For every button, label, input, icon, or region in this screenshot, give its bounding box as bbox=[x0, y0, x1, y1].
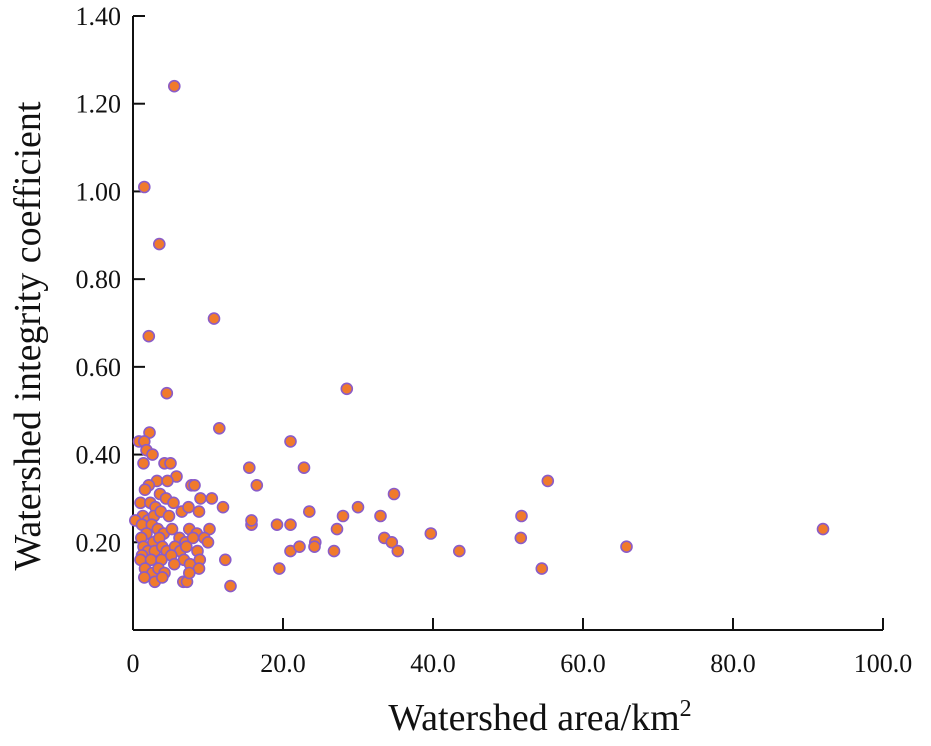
data-point bbox=[385, 535, 399, 549]
data-point bbox=[284, 435, 297, 448]
data-point bbox=[308, 540, 321, 554]
data-point bbox=[138, 483, 152, 497]
x-tick-label: 80.0 bbox=[710, 649, 756, 678]
x-tick-label: 0 bbox=[127, 649, 140, 678]
data-point bbox=[219, 553, 232, 567]
data-point bbox=[205, 492, 219, 505]
data-point bbox=[245, 514, 258, 527]
data-points bbox=[129, 79, 830, 593]
data-point bbox=[182, 500, 195, 514]
y-tick-label: 0.60 bbox=[76, 353, 122, 382]
data-point bbox=[146, 448, 159, 461]
data-point bbox=[452, 544, 466, 558]
data-point bbox=[201, 535, 215, 549]
data-point bbox=[297, 461, 311, 475]
x-tick-label: 20.0 bbox=[260, 649, 306, 678]
plot-area: 0 20.0 40.0 60.0 80.0 100.0 0.20 0.40 0.60 0.80 1… bbox=[76, 2, 913, 678]
data-point bbox=[162, 509, 176, 523]
data-point bbox=[327, 544, 341, 558]
data-point bbox=[302, 505, 316, 518]
data-point bbox=[541, 474, 555, 488]
data-point bbox=[153, 237, 166, 251]
data-point bbox=[330, 522, 344, 536]
data-point bbox=[168, 79, 181, 93]
data-point bbox=[156, 571, 169, 584]
data-point bbox=[137, 456, 150, 470]
data-point bbox=[216, 500, 230, 514]
data-point bbox=[374, 509, 387, 523]
data-point bbox=[207, 312, 221, 325]
x-tick-label: 100.0 bbox=[854, 649, 913, 678]
data-point bbox=[165, 522, 179, 536]
data-point bbox=[293, 540, 306, 554]
y-tick-label: 1.20 bbox=[76, 90, 122, 119]
y-axis-title: Watershed integrity coefficient bbox=[7, 101, 49, 570]
y-tick-label: 1.40 bbox=[76, 2, 122, 31]
y-tick-label: 0.40 bbox=[76, 441, 122, 470]
data-point bbox=[138, 180, 151, 194]
data-point bbox=[192, 505, 206, 518]
x-tick-label: 40.0 bbox=[410, 649, 456, 678]
data-point bbox=[180, 540, 193, 554]
data-point bbox=[391, 544, 405, 558]
data-point bbox=[816, 522, 830, 536]
data-point bbox=[387, 487, 401, 501]
data-point bbox=[164, 456, 177, 470]
data-point bbox=[243, 461, 256, 475]
data-point bbox=[183, 566, 196, 580]
y-tick-label: 0.20 bbox=[76, 528, 122, 557]
x-axis-title-text: Watershed area/km bbox=[388, 697, 679, 739]
data-point bbox=[620, 540, 633, 554]
x-axis-title: Watershed area/km2 bbox=[388, 696, 691, 739]
data-point bbox=[138, 571, 151, 584]
data-point bbox=[336, 509, 350, 523]
y-axis-ticks: 0.20 0.40 0.60 0.80 1.00 1.20 1.40 bbox=[76, 2, 145, 557]
data-point bbox=[142, 329, 156, 343]
data-point bbox=[250, 478, 264, 492]
data-point bbox=[514, 531, 528, 545]
data-point bbox=[168, 557, 181, 571]
y-tick-label: 0.80 bbox=[76, 265, 122, 294]
data-point bbox=[340, 382, 354, 396]
data-point bbox=[213, 421, 226, 435]
x-tick-label: 60.0 bbox=[560, 649, 606, 678]
data-point bbox=[424, 527, 438, 540]
data-point bbox=[272, 562, 286, 575]
data-point bbox=[270, 518, 284, 532]
data-point bbox=[535, 562, 549, 575]
data-point bbox=[284, 518, 297, 532]
data-point bbox=[160, 386, 174, 400]
x-axis-title-superscript: 2 bbox=[680, 696, 692, 722]
x-axis-ticks: 0 20.0 40.0 60.0 80.0 100.0 bbox=[127, 618, 913, 678]
data-point bbox=[515, 509, 528, 523]
data-point bbox=[224, 579, 237, 593]
data-point bbox=[188, 478, 201, 492]
y-tick-label: 1.00 bbox=[76, 177, 122, 206]
data-point bbox=[161, 474, 174, 488]
data-point bbox=[351, 500, 365, 514]
data-point bbox=[167, 496, 180, 510]
data-point bbox=[194, 492, 207, 505]
